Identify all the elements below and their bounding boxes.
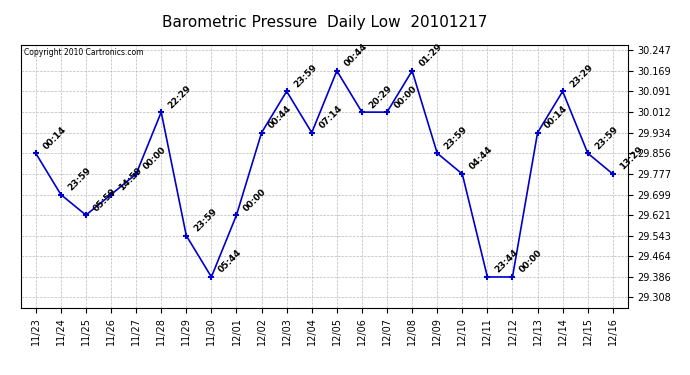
Text: 23:59: 23:59 — [293, 63, 319, 89]
Text: 00:00: 00:00 — [393, 84, 419, 110]
Text: 13:29: 13:29 — [618, 145, 645, 172]
Text: 07:14: 07:14 — [317, 104, 344, 130]
Text: 00:00: 00:00 — [242, 187, 268, 213]
Text: 20:29: 20:29 — [368, 83, 394, 110]
Text: 22:29: 22:29 — [167, 83, 193, 110]
Text: 23:59: 23:59 — [593, 124, 620, 151]
Text: 23:44: 23:44 — [493, 248, 520, 275]
Text: 01:29: 01:29 — [417, 42, 444, 69]
Text: 00:00: 00:00 — [518, 249, 544, 275]
Text: 00:14: 00:14 — [543, 104, 570, 130]
Text: Copyright 2010 Cartronics.com: Copyright 2010 Cartronics.com — [23, 48, 144, 57]
Text: 05:59: 05:59 — [92, 186, 118, 213]
Text: 23:29: 23:29 — [569, 63, 595, 89]
Text: 14:59: 14:59 — [117, 166, 144, 192]
Text: 23:59: 23:59 — [66, 166, 93, 192]
Text: 23:59: 23:59 — [443, 124, 469, 151]
Text: 04:44: 04:44 — [468, 145, 495, 172]
Text: 00:14: 00:14 — [41, 124, 68, 151]
Text: 00:44: 00:44 — [342, 42, 369, 69]
Text: 00:00: 00:00 — [141, 146, 168, 172]
Text: 23:59: 23:59 — [192, 207, 219, 234]
Text: 05:44: 05:44 — [217, 248, 244, 275]
Text: Barometric Pressure  Daily Low  20101217: Barometric Pressure Daily Low 20101217 — [161, 15, 487, 30]
Text: 00:44: 00:44 — [267, 104, 294, 130]
